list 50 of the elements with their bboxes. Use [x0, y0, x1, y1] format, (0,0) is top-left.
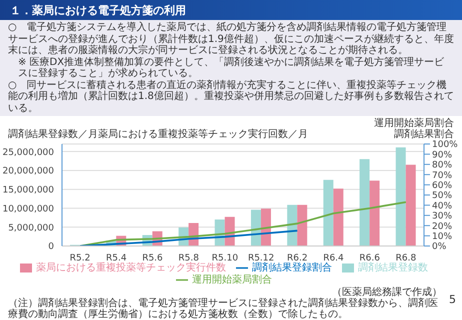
- y-axis-title: 調剤結果登録数／月薬局における重複投薬等チェック実行回数／月: [8, 129, 308, 140]
- x-tick-label: R5.10: [212, 253, 238, 264]
- legend-label: 運用開始薬局割合: [192, 274, 272, 286]
- x-tick-label: R5.8: [178, 253, 200, 264]
- legend-label: 調剤結果登録数: [358, 262, 428, 274]
- bar: [333, 188, 344, 246]
- text: ○ 電子処方箋システムを導入した薬局では、紙の処方箋分を含め調剤結果情報の電子処方箋管理サービスへの登録が進んでおり（累計件数は1.9億件超）、仮にこの加速ペースが継続すると、年度末には、患者の服薬情報の大宗が同サービスに登録される状況となることが期待される。: [8, 22, 454, 56]
- x-tick-label: R6.8: [396, 253, 416, 264]
- x-tick-label: R5.12: [248, 253, 274, 264]
- y-tick-label: 15,000,000: [2, 186, 54, 196]
- y-tick-label: 10,000,000: [2, 204, 54, 214]
- y2-tick-label: 30%: [432, 212, 452, 222]
- text: ○ 同サービスに蓄積される患者の直近の薬剤情報が充実することに伴い、重複投薬等チェック機能の利用も増加（累計回数は1.8億回超）。重複投薬や併用禁忌の回避した好事例も多数報告されている。: [8, 80, 454, 114]
- bar: [297, 204, 308, 246]
- bar: [406, 164, 416, 246]
- bar: [370, 180, 380, 246]
- y2-tick-label: 60%: [432, 180, 452, 191]
- y2-tick-label: 40%: [432, 201, 452, 212]
- y2-tick-label: 90%: [432, 150, 452, 160]
- y2-tick-label: 10%: [432, 232, 452, 242]
- y-tick-label: 20,000,000: [2, 166, 54, 177]
- y2-tick-label: 70%: [432, 170, 452, 181]
- x-tick-label: R6.2: [287, 253, 308, 264]
- y2-tick-label: 100%: [432, 140, 458, 150]
- x-tick-label: R5.4: [106, 253, 127, 264]
- x-tick-label: R6.6: [359, 253, 380, 264]
- y2-tick-label: 50%: [432, 191, 452, 202]
- bar: [287, 204, 298, 246]
- y2-tick-label: 0%: [432, 242, 447, 252]
- x-tick-label: R6.4: [323, 253, 344, 264]
- y2-tick-label: 80%: [432, 160, 452, 171]
- text: 5: [449, 293, 456, 306]
- text: ※ 医療DX推進体制整備加算の要件として、「調剤後速やかに調剤結果を電子処方箋管理サービスに登録すること」が求められている。: [17, 56, 446, 80]
- y-tick-label: 0: [48, 242, 54, 252]
- bar: [360, 159, 370, 246]
- chart-title: １．薬局における電子処方箋の利用: [0, 0, 462, 20]
- y2-axis-title: 運用開始薬局割合調剤結果割合: [373, 118, 454, 140]
- line-series: [79, 201, 407, 246]
- legend-label: 薬局における重複投薬等チェック実行件数: [36, 262, 226, 274]
- text: （注）調剤結果登録割合は、電子処方箋管理サービスに登録された調剤結果登録数から、調剤医療費の動向調査（厚生労働省）における処方箋枚数（全数）で除したもの。: [8, 298, 439, 320]
- x-tick-label: R5.6: [142, 253, 164, 264]
- y-tick-label: 5,000,000: [8, 223, 54, 234]
- bar: [323, 180, 334, 246]
- x-tick-label: R5.2: [70, 253, 90, 264]
- y2-tick-label: 20%: [432, 222, 452, 232]
- text: （医薬局総務課で作成）: [331, 287, 442, 298]
- legend-label: 調剤結果登録割合: [252, 262, 332, 274]
- line-series: [79, 230, 298, 246]
- y-tick-label: 25,000,000: [2, 148, 54, 158]
- bar: [396, 147, 406, 246]
